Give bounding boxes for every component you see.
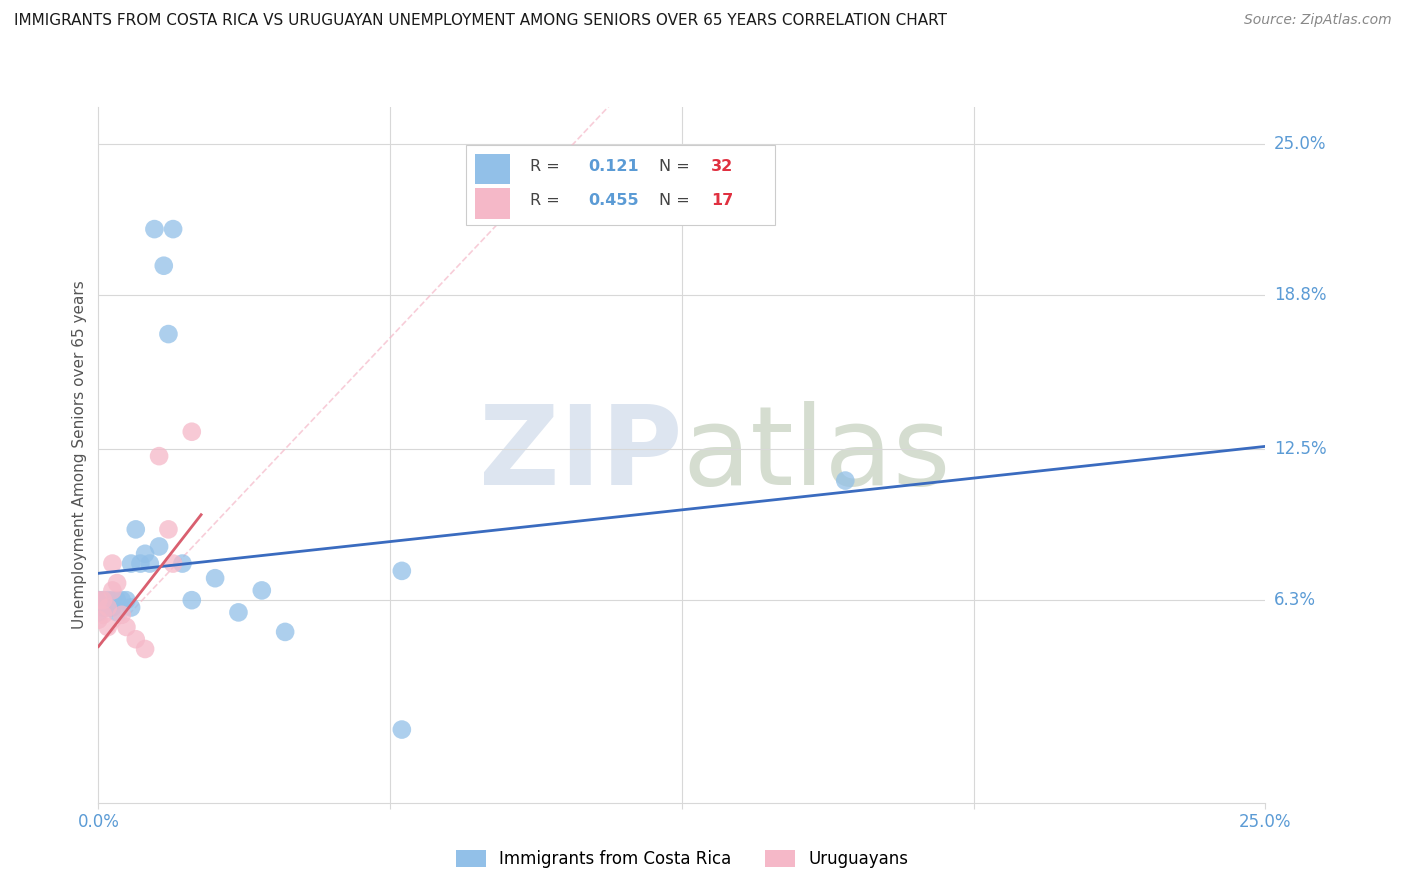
Point	[162, 222, 184, 236]
Point	[228, 606, 250, 620]
Point	[172, 557, 194, 571]
Point	[101, 593, 124, 607]
Point	[120, 557, 142, 571]
Text: 25.0%: 25.0%	[1274, 135, 1326, 153]
Text: 32: 32	[711, 159, 734, 174]
Point	[101, 557, 124, 571]
FancyBboxPatch shape	[475, 188, 510, 219]
Point	[391, 723, 413, 737]
Point	[97, 600, 120, 615]
Point	[148, 449, 170, 463]
Point	[274, 624, 297, 639]
Point	[105, 576, 128, 591]
Text: N =: N =	[658, 159, 695, 174]
Text: 12.5%: 12.5%	[1274, 440, 1326, 458]
Point	[91, 593, 114, 607]
Point	[180, 593, 202, 607]
Point	[148, 540, 170, 554]
Text: N =: N =	[658, 194, 695, 209]
Point	[111, 593, 134, 607]
Text: 0.455: 0.455	[589, 194, 640, 209]
Point	[91, 593, 114, 607]
Point	[139, 557, 162, 571]
Point	[87, 606, 110, 620]
Text: ZIP: ZIP	[478, 401, 682, 508]
Point	[105, 606, 128, 620]
Text: 6.3%: 6.3%	[1274, 591, 1316, 609]
Text: R =: R =	[530, 194, 565, 209]
Point	[125, 522, 148, 536]
Point	[162, 557, 184, 571]
Text: atlas: atlas	[682, 401, 950, 508]
Point	[834, 474, 856, 488]
Point	[125, 632, 148, 647]
Point	[91, 600, 114, 615]
Point	[97, 600, 120, 615]
Point	[115, 593, 138, 607]
Text: 18.8%: 18.8%	[1274, 286, 1326, 304]
Y-axis label: Unemployment Among Seniors over 65 years: Unemployment Among Seniors over 65 years	[72, 281, 87, 629]
Point	[97, 620, 120, 634]
Point	[157, 327, 180, 342]
Point	[250, 583, 273, 598]
Point	[180, 425, 202, 439]
Point	[134, 642, 156, 657]
Text: R =: R =	[530, 159, 565, 174]
Point	[101, 600, 124, 615]
Text: 0.121: 0.121	[589, 159, 640, 174]
Point	[91, 607, 114, 622]
FancyBboxPatch shape	[475, 153, 510, 185]
FancyBboxPatch shape	[465, 145, 775, 226]
Text: Source: ZipAtlas.com: Source: ZipAtlas.com	[1244, 13, 1392, 28]
Legend: Immigrants from Costa Rica, Uruguayans: Immigrants from Costa Rica, Uruguayans	[449, 843, 915, 874]
Point	[120, 600, 142, 615]
Point	[115, 620, 138, 634]
Point	[204, 571, 226, 585]
Point	[391, 564, 413, 578]
Point	[134, 547, 156, 561]
Point	[157, 522, 180, 536]
Text: IMMIGRANTS FROM COSTA RICA VS URUGUAYAN UNEMPLOYMENT AMONG SENIORS OVER 65 YEARS: IMMIGRANTS FROM COSTA RICA VS URUGUAYAN …	[14, 13, 948, 29]
Point	[111, 607, 134, 622]
Point	[129, 557, 152, 571]
Point	[87, 593, 110, 607]
Point	[97, 593, 120, 607]
Point	[152, 259, 174, 273]
Text: 17: 17	[711, 194, 734, 209]
Point	[87, 613, 110, 627]
Point	[101, 583, 124, 598]
Point	[87, 593, 110, 607]
Point	[143, 222, 166, 236]
Point	[105, 593, 128, 607]
